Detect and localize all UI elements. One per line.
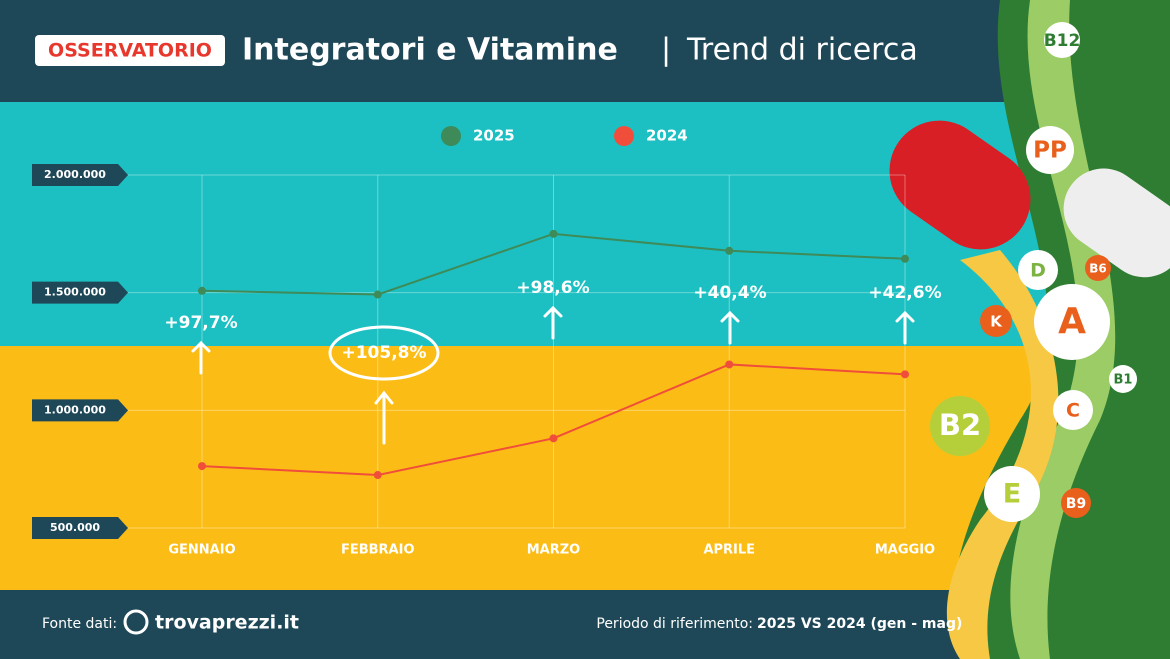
annotation: +97,7% [164,313,237,333]
annotation-arrow [720,310,740,345]
annotation-circle [328,325,440,381]
legend-label: 2024 [646,127,688,145]
vitamin-badge [1034,284,1110,360]
vitamin-label: D [1030,260,1046,282]
annotation: +40,4% [693,283,766,303]
data-point [901,370,909,379]
title: Integratori e Vitamine [242,33,618,68]
y-tick-badge [32,164,128,186]
period: 2025 VS 2024 (gen - mag) [757,616,962,632]
vitamin-badge [1026,126,1074,174]
chart: GENNAIO FEBBRAIO MARZO APRILE MAGGIO 500.000 1… [32,126,942,558]
data-point [725,246,734,255]
annotation: +98,6% [516,278,589,298]
legend-marker [614,126,634,146]
vitamin-label: B12 [1044,31,1081,51]
annotation-arrow [191,340,211,375]
vitamin-badge [930,396,990,456]
vitamin-badge [1053,390,1093,430]
x-tick-label: FEBBRAIO [341,543,415,558]
data-point [901,254,909,263]
logo-icon [123,609,149,635]
vitamin-badge [1044,22,1080,58]
y-tick-label: 500.000 [50,521,100,534]
vitamin-badge [1085,255,1111,281]
vitamin-label: C [1066,400,1080,422]
annotation-arrow [543,305,563,340]
vitamin-label: B1 [1114,373,1133,388]
annotation-arrow [374,390,394,445]
data-point [549,434,558,443]
y-tick-badge [32,517,128,539]
capsule-white [1063,168,1170,278]
legend-label: 2025 [473,127,515,145]
yellow-stripe [946,250,1059,659]
vitamin-label: E [1003,479,1021,510]
y-tick-badge [32,281,128,304]
data-point [549,229,558,238]
vitamin-badge [1109,365,1137,393]
data-point [198,286,206,295]
vitamin-badge [980,305,1012,337]
period-label: Periodo di riferimento: [596,616,753,632]
data-point [373,471,382,480]
annotation: +105,8% [341,343,426,363]
data-point [373,290,382,299]
x-tick-label: MARZO [527,543,581,558]
y-tick-label: 2.000.000 [44,168,106,181]
vitamin-label: B2 [939,408,981,442]
data-point [198,462,206,471]
source: trovaprezzi.it [155,612,299,634]
badge-bg [35,35,225,66]
vitamin-label: A [1058,301,1086,342]
badge: OSSERVATORIO [48,40,212,62]
annotation-arrow [895,310,915,345]
y-tick-label: 1.000.000 [44,403,106,416]
vitamin-badge [1061,488,1091,518]
y-tick-badge [32,399,128,422]
vitamin-label: K [990,313,1003,331]
vitamin-label: PP [1033,138,1067,164]
vitamin-badge [1018,250,1058,290]
x-tick-label: APRILE [703,543,755,558]
capsule-red [889,120,1031,250]
legend-marker [441,126,461,146]
vitamin-label: B6 [1089,262,1107,276]
separator: | [661,33,671,68]
data-point [725,360,734,369]
x-tick-label: GENNAIO [168,543,235,558]
y-tick-label: 1.500.000 [44,286,106,299]
vitamin-label: B9 [1066,496,1086,512]
vitamin-badge [984,466,1040,522]
source-label: Fonte dati: [42,616,117,632]
annotation: +42,6% [868,283,941,303]
x-tick-label: MAGGIO [875,543,935,558]
subtitle: Trend di ricerca [686,33,918,68]
